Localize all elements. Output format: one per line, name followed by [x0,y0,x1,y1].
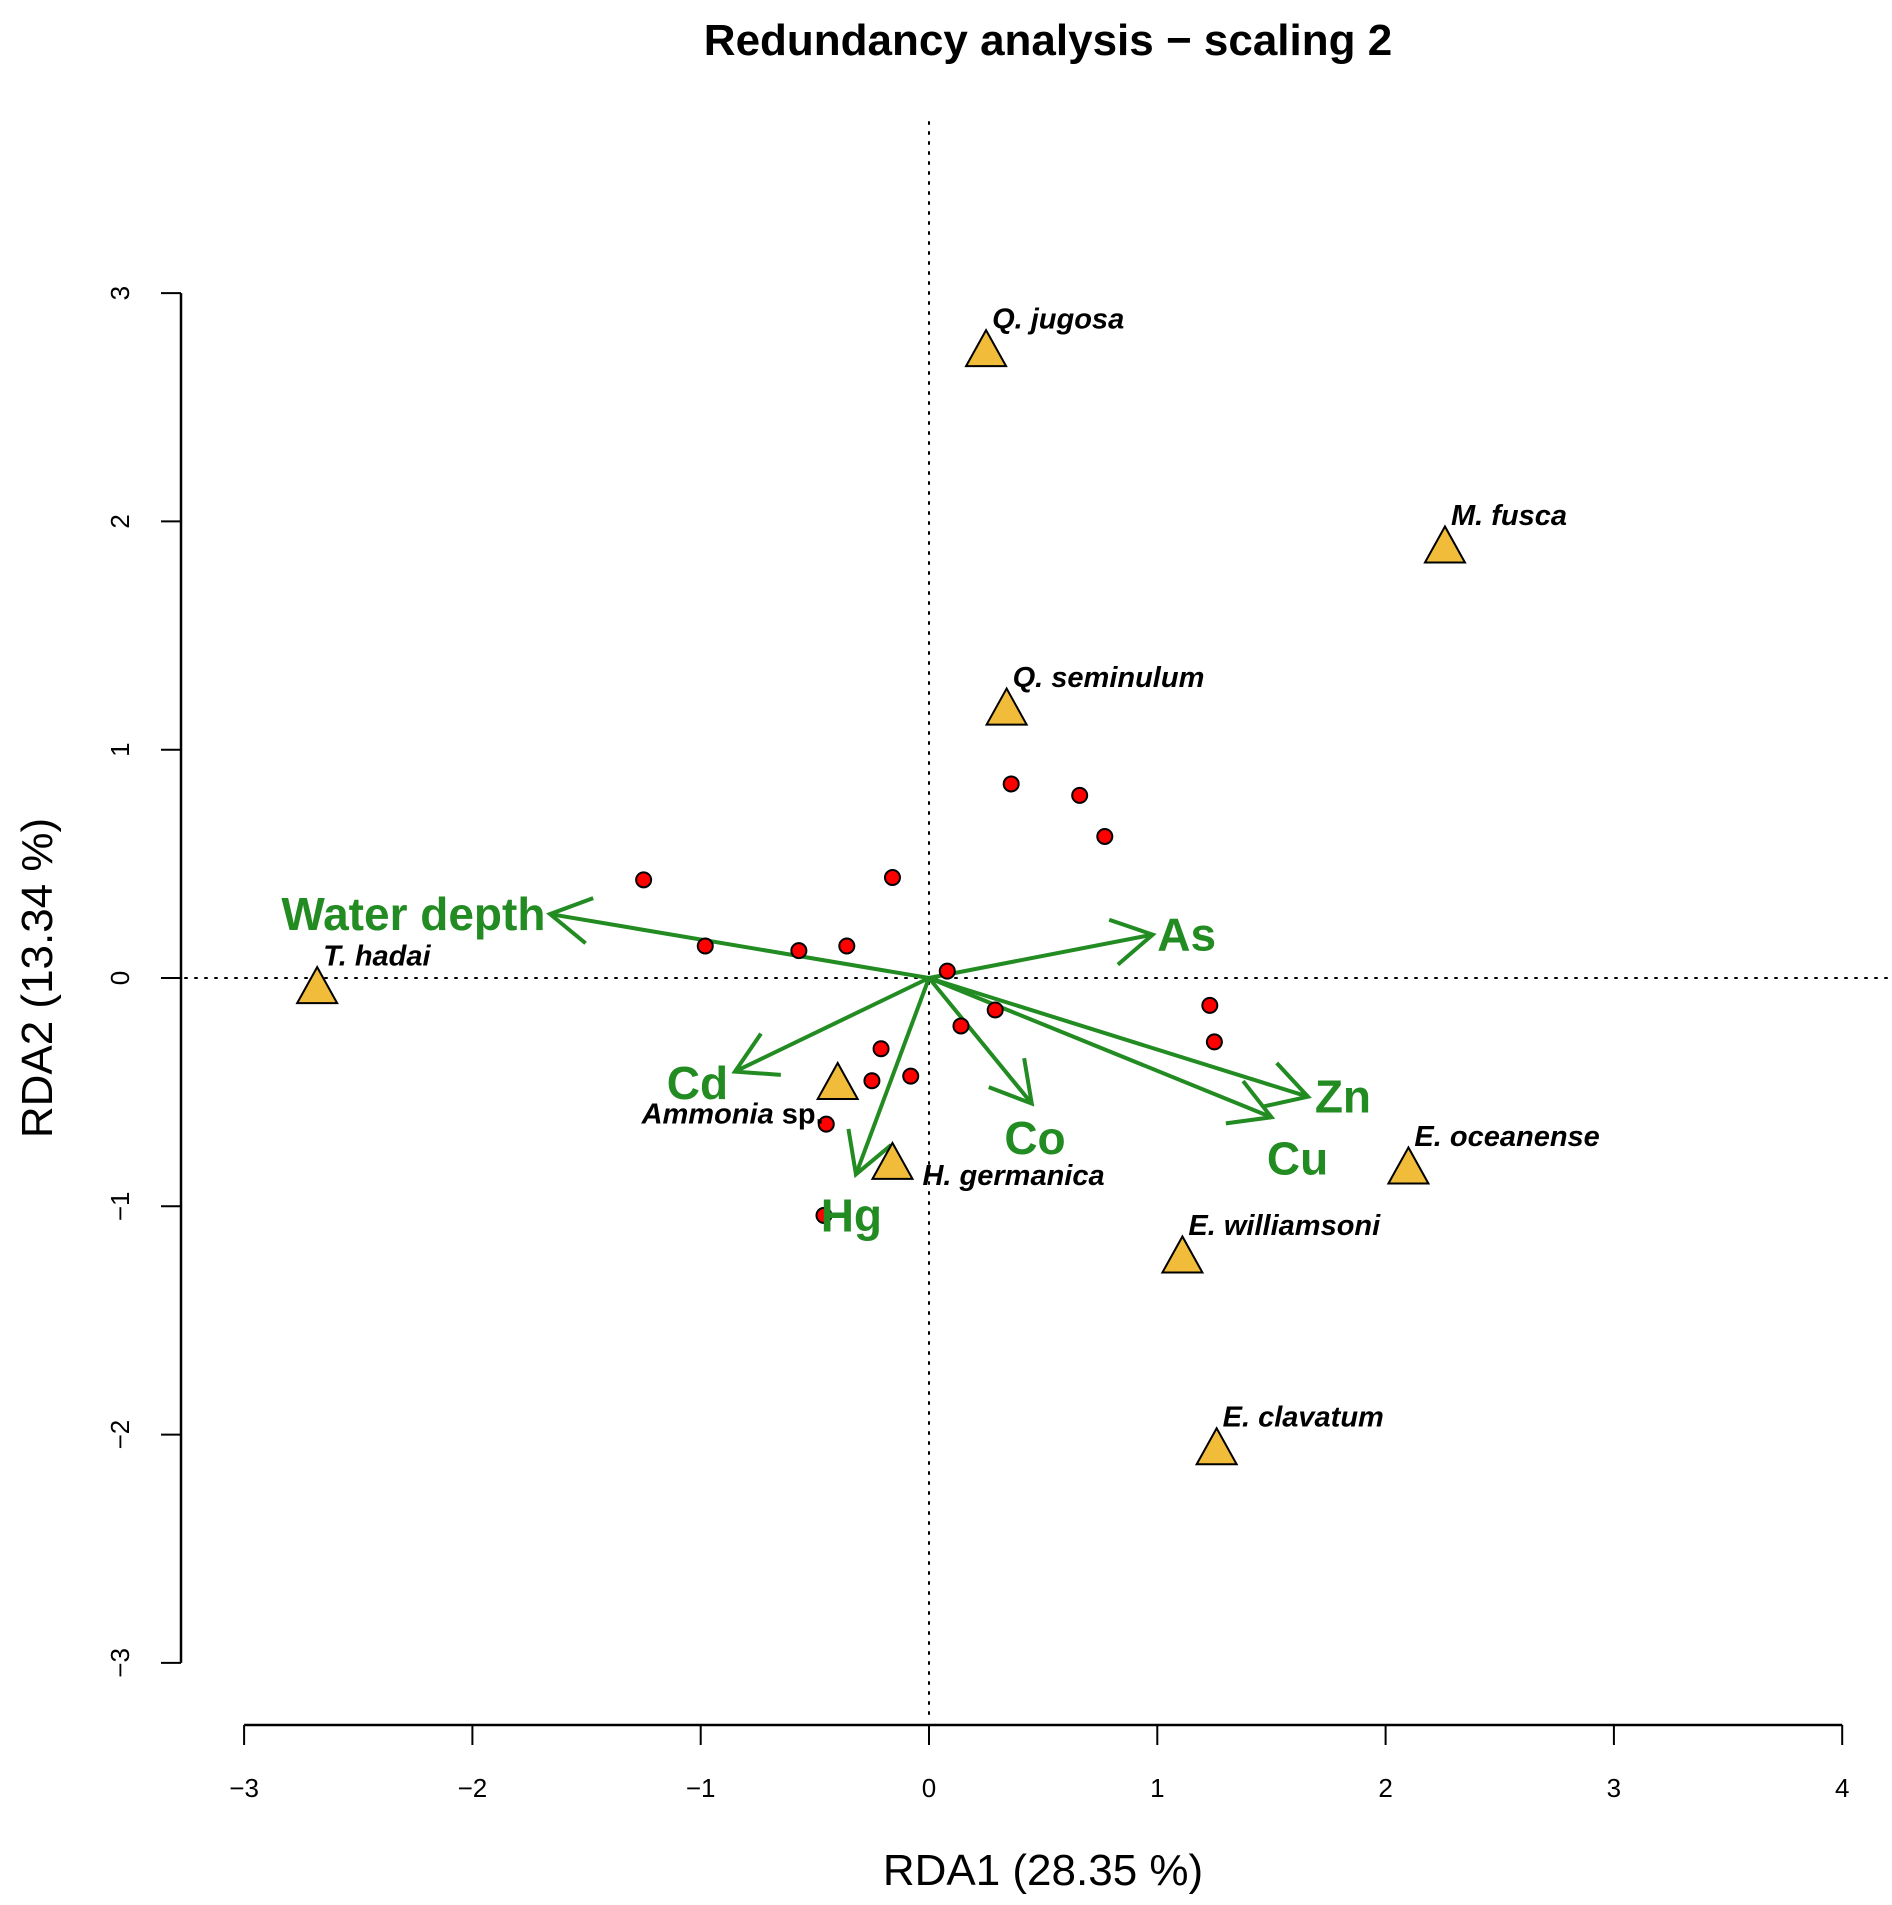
species-point [870,1140,915,1180]
site-point [838,937,856,955]
x-tick-label: 4 [1835,1773,1849,1803]
y-tick-label: 1 [105,742,135,756]
env-label: Hg [821,1189,882,1241]
site-point [1205,1033,1223,1051]
arrow-head [1225,1079,1276,1126]
reference-lines [184,121,1892,1721]
x-tick-label: −2 [458,1773,488,1803]
site-point [1071,786,1089,804]
species-suffix: sp. [774,1098,824,1130]
arrow-shaft [734,976,930,1074]
env-label: Water depth [281,888,545,940]
site-point [817,1115,835,1133]
species-name: M. fusca [1451,500,1567,532]
species-label: M. fusca [1451,500,1567,532]
species-points [295,328,1467,1466]
site-point [1201,996,1219,1014]
environmental-vectors [546,896,1312,1179]
species-label: Ammonia sp. [641,1098,824,1130]
y-tick-label: 2 [105,514,135,528]
env-label: Co [1004,1112,1065,1164]
species-name: T. hadai [323,940,431,972]
y-tick-label: 0 [105,971,135,985]
species-name: Ammonia [641,1098,774,1130]
env-label: Cu [1267,1132,1328,1184]
species-label: H. germanica [922,1160,1104,1192]
x-axis-label: RDA1 (28.35 %) [883,1846,1203,1895]
env-label: Cd [667,1057,728,1109]
site-point [938,962,956,980]
species-label: E. williamsoni [1188,1210,1381,1242]
env-arrow-hg [846,977,931,1179]
env-arrow-co [927,976,1035,1107]
species-name: H. germanica [922,1160,1104,1192]
site-point [696,937,714,955]
species-label: Q. seminulum [1013,662,1205,694]
x-tick-label: 3 [1607,1773,1621,1803]
site-point [1096,827,1114,845]
env-label: As [1157,909,1216,961]
species-name: E. oceanense [1414,1121,1599,1153]
env-arrow-cd [731,976,930,1077]
axes: −3 −2 −1 0 1 2 3 4 −3 −2 −1 0 1 2 3 [105,286,1849,1803]
arrow-head [846,1128,893,1179]
env-arrow-as [928,917,1157,980]
arrow-shaft [928,976,1309,1099]
site-point [790,942,808,960]
y-axis-label: RDA2 (13.34 %) [13,818,62,1138]
species-point [815,1060,860,1100]
species-point [1194,1426,1239,1466]
x-tick-label: −1 [686,1773,716,1803]
arrow-shaft [928,932,1154,980]
x-tick-label: −3 [229,1773,259,1803]
site-point [952,1017,970,1035]
x-tick-label: 2 [1378,1773,1392,1803]
site-point [1002,775,1020,793]
arrow-shaft [928,976,1273,1120]
x-tick-label: 1 [1150,1773,1164,1803]
species-label: T. hadai [323,940,431,972]
arrow-head [546,896,594,945]
site-point [902,1067,920,1085]
species-point [984,686,1029,726]
species-name: Q. jugosa [992,303,1124,335]
arrow-shaft [927,976,1034,1105]
env-label: Zn [1315,1071,1371,1123]
species-point [295,965,339,1005]
species-name: Q. seminulum [1013,662,1205,694]
y-tick-label: −2 [105,1420,135,1450]
chart-title: Redundancy analysis − scaling 2 [704,16,1392,65]
x-tick-label: 0 [922,1773,936,1803]
species-point [1423,524,1467,564]
species-name: E. clavatum [1223,1402,1384,1434]
arrow-head [731,1032,781,1077]
site-point [883,869,901,887]
arrow-head [988,1057,1035,1107]
species-point [1160,1234,1205,1274]
species-label: Q. jugosa [992,303,1124,335]
env-arrow-cu [928,976,1276,1126]
arrow-head [1262,1061,1312,1109]
y-tick-label: −1 [105,1191,135,1221]
species-point [964,328,1008,368]
arrow-shaft [854,977,931,1176]
site-point [872,1040,890,1058]
site-point [815,1206,833,1224]
arrow-shaft [549,912,930,980]
species-label: E. oceanense [1414,1121,1599,1153]
species-point [1386,1145,1431,1185]
site-points [635,775,1223,1224]
env-arrow-water-depth [546,896,930,980]
arrow-head [1108,917,1157,967]
site-point [863,1072,881,1090]
site-point [635,871,653,889]
site-point [986,1001,1004,1019]
env-arrow-zn [928,976,1312,1109]
species-name: E. williamsoni [1188,1210,1381,1242]
point-labels: Water depth As Zn Cu Co Cd Hg T. hadai Q. jugosa… [281,303,1599,1433]
y-tick-label: −3 [105,1648,135,1678]
y-tick-label: 3 [105,286,135,300]
species-label: E. clavatum [1223,1402,1384,1434]
